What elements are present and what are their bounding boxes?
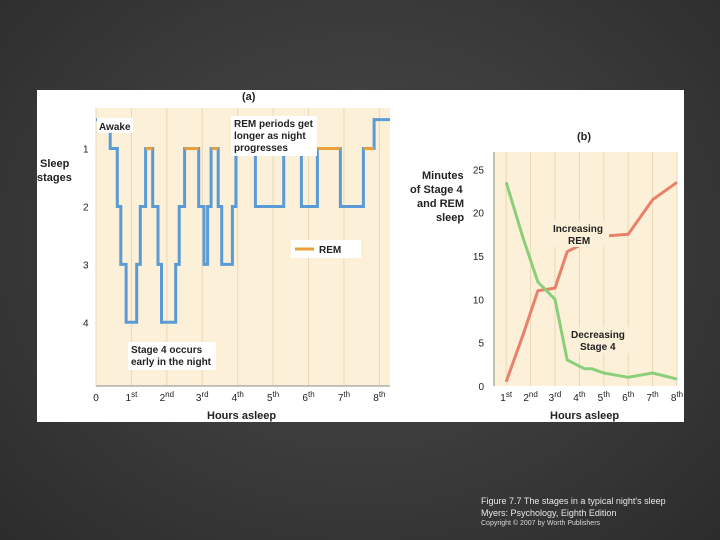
panel-a-y-tick-label: 2 <box>83 202 89 213</box>
panel-a-xlabel: Hours asleep <box>207 410 276 422</box>
panel-b-x-ticks: 1st 2nd 3rd 4th 5th 6th 7th 8th <box>500 390 683 404</box>
increasing-rem-note-line2: REM <box>568 236 590 247</box>
rem-legend-label: REM <box>319 245 341 256</box>
panel-a-x-tick-label: 4th <box>232 390 244 404</box>
panel-b-y-tick-label: 20 <box>473 209 485 220</box>
panel-b-y-tick-label: 10 <box>473 295 485 306</box>
awake-label-bg <box>97 118 133 133</box>
rem-longer-note-line2: longer as night <box>234 131 306 142</box>
rem-longer-note-line3: progresses <box>234 143 288 154</box>
panel-b-y-tick-label: 5 <box>478 339 484 350</box>
panel-b-x-tick-label: 1st <box>500 390 513 404</box>
decreasing-stage4-note-bg <box>569 327 629 353</box>
panel-a-y-tick-label: 4 <box>83 318 89 329</box>
panel-a-x-ticks: 0 1st 2nd 3rd 4th 5th 6th 7th 8th <box>93 390 385 404</box>
panel-b-y-ticks: 0 5 10 15 20 25 <box>473 165 485 393</box>
panel-b-x-tick-label: 4th <box>573 390 585 404</box>
panel-b-x-tick-label: 7th <box>646 390 658 404</box>
panel-a-x-tick-label: 5th <box>267 390 279 404</box>
decreasing-stage4-note-line1: Decreasing <box>571 330 625 341</box>
rem-longer-note-line1: REM periods get <box>234 119 314 130</box>
panel-a-y-tick-label: 3 <box>83 260 89 271</box>
panel-a-ylabel-line1: Sleep <box>40 158 70 170</box>
panel-b-ylabel-line3: and REM <box>417 198 464 210</box>
stage4-note-bg <box>128 342 216 370</box>
panel-a-ylabel-line2: stages <box>37 172 72 184</box>
awake-label: Awake <box>99 122 131 133</box>
sleep-stage-line <box>96 118 390 324</box>
stage4-note-line2: early in the night <box>131 357 212 368</box>
panel-b-x-tick-label: 8th <box>671 390 683 404</box>
panel-b-x-tick-label: 6th <box>622 390 634 404</box>
panel-b-xlabel: Hours asleep <box>550 410 619 422</box>
figure-panel: (a) 1 2 3 4 0 1st 2nd 3rd 4th 5th 6th 7th 8th Sleep… <box>37 90 684 422</box>
decreasing-stage4-note-line2: Stage 4 <box>580 342 616 353</box>
panel-b-x-tick-label: 5th <box>598 390 610 404</box>
panel-a-x-tick-label: 0 <box>93 393 99 404</box>
panel-b-ylabel-line1: Minutes <box>422 170 464 182</box>
panel-a-grid <box>95 108 380 386</box>
increasing-rem-note-bg <box>551 221 609 247</box>
panel-b-ylabel-line2: of Stage 4 <box>410 184 463 196</box>
panel-b-label: (b) <box>577 131 591 143</box>
panel-b-y-tick-label: 25 <box>473 165 485 176</box>
panel-a-label: (a) <box>242 91 256 103</box>
panel-b-x-tick-label: 2nd <box>523 390 537 404</box>
panel-b-y-tick-label: 0 <box>478 382 484 393</box>
rem-legend-bg <box>291 240 361 258</box>
increasing-rem-note-line1: Increasing <box>553 224 603 235</box>
stage4-minutes-line <box>504 181 678 381</box>
panel-b-ylabel-line4: sleep <box>436 212 464 224</box>
rem-longer-note-bg <box>231 116 317 156</box>
figure-caption: Figure 7.7 The stages in a typical night… <box>481 496 666 506</box>
panel-a-y-ticks: 1 2 3 4 <box>83 145 89 330</box>
panel-a-y-tick-label: 1 <box>83 145 89 156</box>
panel-a-x-tick-label: 2nd <box>160 390 174 404</box>
panel-b-x-tick-label: 3rd <box>549 390 562 404</box>
book-citation: Myers: Psychology, Eighth Edition <box>481 508 617 518</box>
panel-a-x-tick-label: 7th <box>338 390 350 404</box>
panel-a-x-tick-label: 8th <box>373 390 385 404</box>
sleep-stages-figure: (a) 1 2 3 4 0 1st 2nd 3rd 4th 5th 6th 7th 8th Sleep… <box>37 91 683 422</box>
panel-a-x-tick-label: 6th <box>302 390 314 404</box>
panel-a-x-tick-label: 1st <box>126 390 139 404</box>
panel-b-y-tick-label: 15 <box>473 252 485 263</box>
copyright-notice: Copyright © 2007 by Worth Publishers <box>481 520 601 527</box>
stage4-note-line1: Stage 4 occurs <box>131 345 203 356</box>
panel-a-x-tick-label: 3rd <box>196 390 209 404</box>
